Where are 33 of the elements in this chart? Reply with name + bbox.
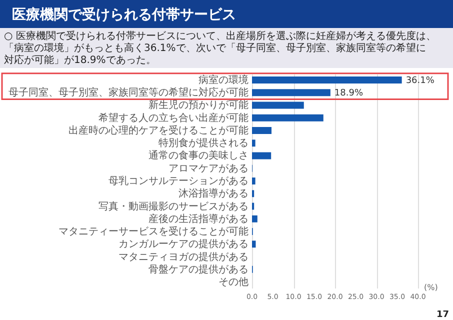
y-tick-label: 写真・動画撮影のサービスがある [98,200,248,212]
y-tick-label: 母子同室、母子別室、家族同室等の希望に対応が可能 [8,86,248,99]
y-tick-label: 病室の環境 [198,74,248,86]
y-tick-label: アロマケアがある [168,163,248,174]
bar [252,152,272,160]
data-label: 36.1% [406,76,435,86]
y-tick-label: 沐浴指導がある [178,188,248,200]
x-axis-title: (%) [424,283,438,292]
chart-subtitle: ○ 医療機関で受けられる付帯サービスについて、出産場所を選ぶ際に妊産婦が考える優先度は、「病室の環境」がもっとも高く36.1%で、次いで「母子同室、母子別室、家族同室等の希望に対応が可能」が18.9%であった。 [4,30,436,66]
bar [252,127,272,134]
y-tick-label: 産後の生活指導がある [148,212,248,225]
bar [252,140,256,147]
text: 17 [436,310,449,320]
bar [252,76,402,84]
y-tick-label: 特別食が提供される [158,137,248,150]
y-tick-label: 骨盤ケアの提供がある [148,263,248,276]
data-label: 18.9% [334,88,364,99]
y-tick-label: 出産時の心理的ケアを受けることが可能 [68,124,248,136]
bar [252,240,256,248]
y-tick-label: 通常の食事の美味しさ [148,150,248,162]
y-tick-label: マタニティーサービスを受けることが可能 [58,226,248,238]
bar [252,89,330,96]
y-tick-label: その他 [218,276,248,288]
bar [252,102,304,109]
y-tick-label: 希望する人の立ち合い出産が可能 [98,112,248,124]
y-tick-label: マタニティヨガの提供がある [118,250,248,263]
y-tick-label: カンガルーケアの提供がある [118,238,248,250]
bar [252,114,324,122]
bar [252,178,256,184]
y-tick-label: 新生児の預かりが可能 [148,99,248,112]
y-tick-label: 母乳コンサルテーションがある [108,175,248,187]
text: 医療機関で受けられる付帯サービス [12,6,236,23]
bar [252,215,258,222]
